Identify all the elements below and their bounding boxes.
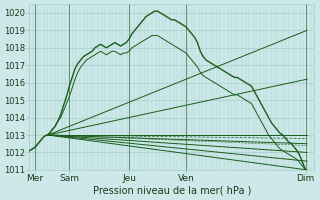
X-axis label: Pression niveau de la mer( hPa ): Pression niveau de la mer( hPa ): [92, 186, 251, 196]
